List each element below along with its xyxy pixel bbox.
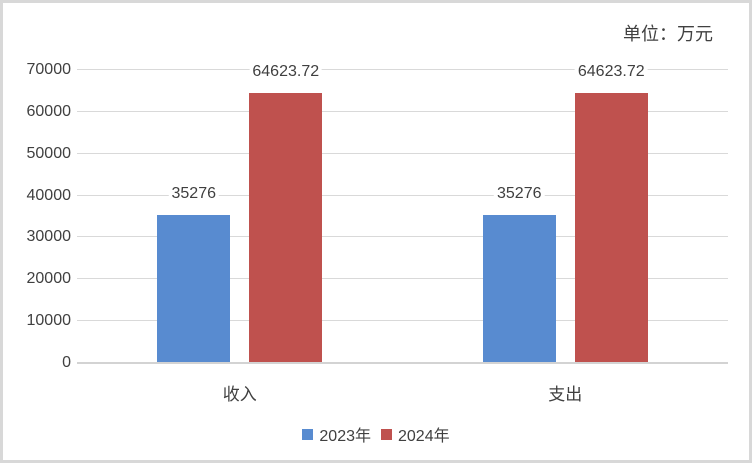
bar-value-label: 64623.72 [249,61,323,81]
category-label: 收入 [222,385,257,404]
gridline [77,110,728,112]
category-label: 支出 [548,385,583,404]
y-tick-label: 10000 [26,312,72,330]
y-tick-label: 40000 [26,186,72,204]
bar-value-label: 35276 [168,184,219,204]
y-tick-label: 70000 [26,61,72,78]
gridline [77,320,728,322]
y-tick-label: 30000 [26,228,72,246]
bar[interactable] [249,92,323,363]
gridline [77,236,728,238]
gridline [77,278,728,280]
bar[interactable] [574,92,648,363]
bar-value-label: 64623.72 [574,61,648,81]
bar[interactable] [157,215,231,363]
gridline [77,194,728,196]
plot-area: 35276 64623.72 35276 64623.72 [77,61,728,364]
legend-label: 2024年 [398,428,450,445]
legend: 2023年 2024年 [3,422,749,446]
legend-item[interactable]: 2023年 [302,422,371,446]
y-tick-label: 20000 [26,270,72,288]
legend-label: 2023年 [319,428,371,445]
unit-label: 单位：万元 [623,24,713,44]
gridline [77,152,728,154]
y-tick-label: 60000 [26,102,72,120]
legend-swatch-icon [381,428,392,440]
x-axis-line [77,362,728,364]
bar[interactable] [482,215,556,363]
y-tick-label: 50000 [26,144,72,162]
gridline [77,69,728,70]
y-tick-label: 0 [62,354,71,371]
legend-swatch-icon [302,428,314,440]
bar-value-label: 35276 [494,184,545,204]
legend-item[interactable]: 2024年 [381,422,450,446]
